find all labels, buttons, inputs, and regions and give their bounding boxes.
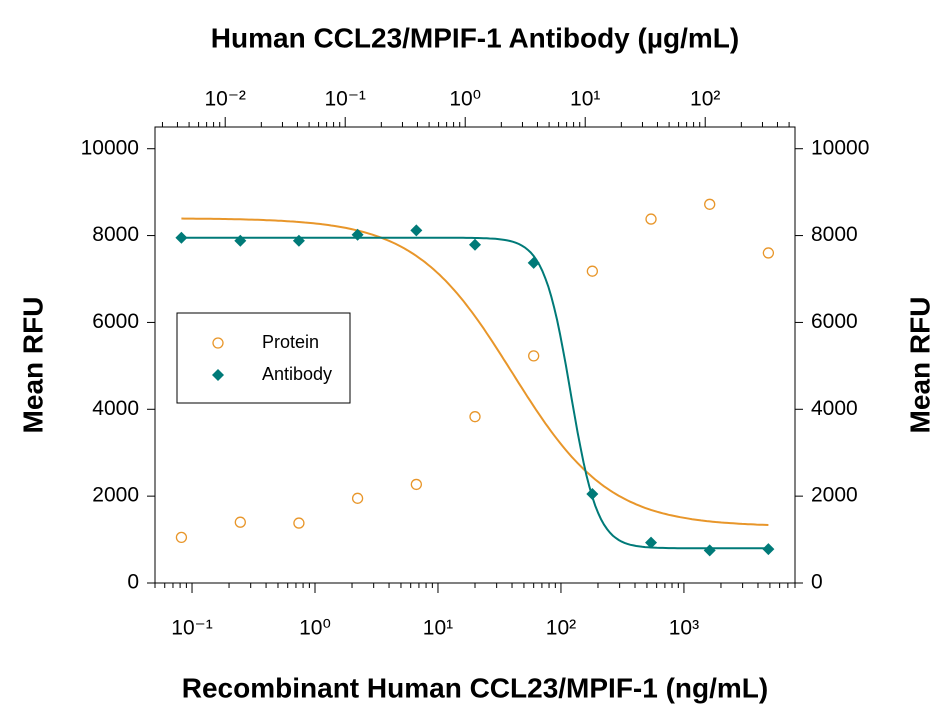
data-point — [234, 234, 247, 247]
data-point — [175, 531, 188, 544]
y-tick-label: 2000 — [92, 484, 139, 507]
data-point — [410, 478, 423, 491]
y-tick-label: 4000 — [92, 397, 139, 420]
data-point — [527, 256, 540, 269]
data-point — [645, 213, 657, 225]
x-tick-label: 10¹ — [423, 617, 453, 640]
data-point — [410, 224, 423, 237]
y2-tick-label: 0 — [811, 571, 823, 594]
legend-label: Protein — [262, 332, 319, 352]
data-point — [234, 516, 246, 528]
x-tick-label: 10⁻¹ — [171, 617, 212, 640]
y-axis-label: Mean RFU — [17, 297, 48, 434]
data-point — [645, 536, 658, 549]
y2-tick-label: 4000 — [811, 397, 858, 420]
data-point — [175, 231, 188, 244]
data-point — [586, 487, 599, 500]
data-point — [351, 492, 364, 504]
data-point — [704, 198, 716, 210]
legend-label: Antibody — [262, 364, 332, 384]
y-tick-label: 6000 — [92, 310, 139, 333]
data-point — [586, 265, 599, 277]
data-point — [293, 517, 305, 529]
legend-box — [176, 312, 351, 404]
x-tick-label: 10⁰ — [299, 617, 331, 640]
x-axis-label: Recombinant Human CCL23/MPIF-1 (ng/mL) — [182, 672, 768, 703]
data-point — [292, 234, 305, 247]
chart-title: Human CCL23/MPIF-1 Antibody (µg/mL) — [211, 22, 739, 53]
y2-tick-label: 6000 — [811, 310, 858, 333]
data-point — [469, 411, 481, 423]
data-point — [703, 544, 716, 557]
y2-tick-label: 10000 — [811, 136, 869, 159]
y-tick-label: 8000 — [92, 223, 139, 246]
legend-marker — [212, 369, 224, 381]
fit-curve — [181, 236, 769, 550]
y-tick-label: 0 — [127, 571, 139, 594]
data-point — [762, 247, 775, 259]
x2-tick-label: 10⁻² — [204, 88, 245, 111]
y2-tick-label: 2000 — [811, 484, 858, 507]
fit-curve — [181, 217, 769, 526]
legend-marker — [212, 337, 224, 349]
x-tick-label: 10² — [546, 617, 576, 640]
x-tick-label: 10³ — [669, 617, 699, 640]
x2-tick-label: 10² — [690, 88, 720, 111]
data-point — [469, 238, 481, 251]
x2-tick-label: 10⁻¹ — [324, 88, 365, 111]
y2-tick-label: 8000 — [811, 223, 858, 246]
data-point — [528, 350, 540, 362]
y-tick-label: 10000 — [81, 136, 139, 159]
y2-axis-label: Mean RFU — [904, 297, 935, 434]
x2-tick-label: 10¹ — [570, 88, 600, 111]
x2-tick-label: 10⁰ — [449, 88, 481, 111]
data-point — [762, 543, 775, 556]
data-point — [351, 228, 364, 241]
